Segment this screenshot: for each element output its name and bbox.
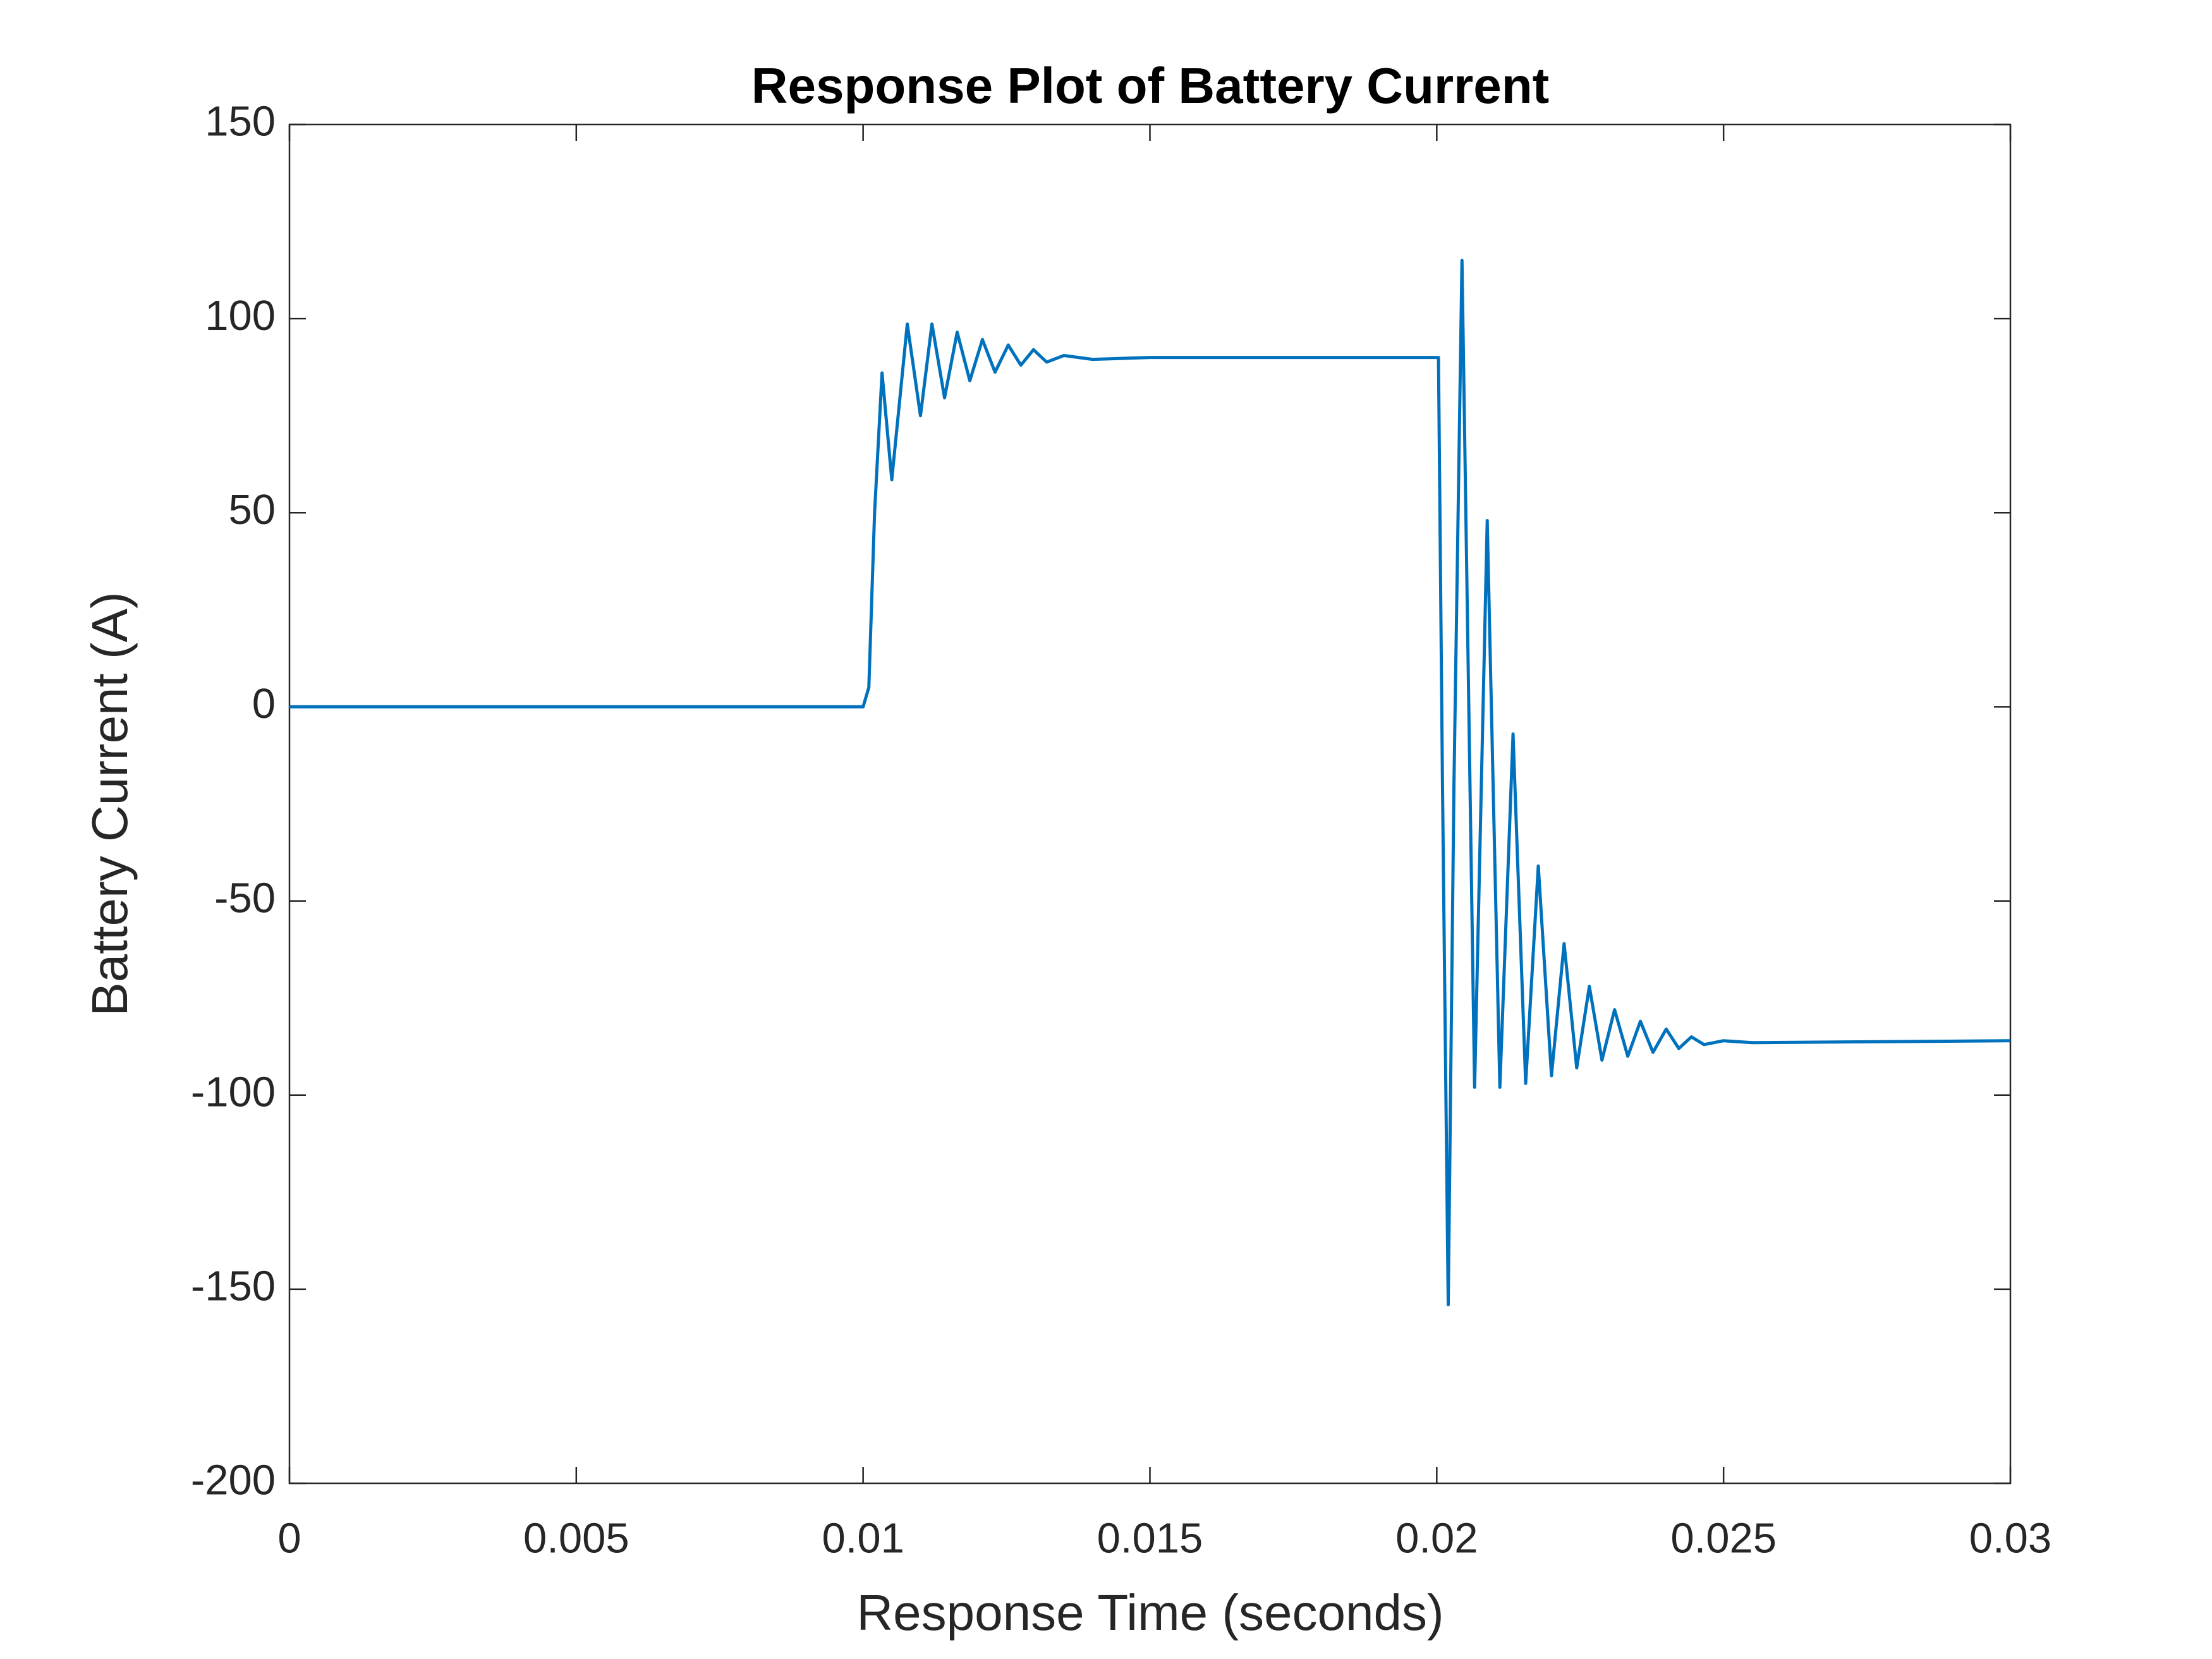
y-tick-label: -150 [191,1263,276,1310]
x-tick-label: 0.025 [1670,1515,1777,1562]
x-axis-label: Response Time (seconds) [856,1584,1443,1641]
x-tick-label: 0.01 [822,1515,904,1562]
y-tick-label: -100 [191,1068,276,1115]
y-tick-label: 100 [205,292,276,339]
x-tick-label: 0.015 [1097,1515,1203,1562]
y-axis-label: Battery Current (A) [82,592,138,1016]
chart-title: Response Plot of Battery Current [751,58,1549,114]
y-tick-label: -50 [214,874,276,921]
y-tick-label: -200 [191,1457,276,1504]
plot-frame [288,123,2012,1485]
x-tick-label: 0.005 [523,1515,629,1562]
x-tick-label: 0 [277,1515,301,1562]
y-tick-label: 0 [252,680,276,727]
x-tick-label: 0.03 [1969,1515,2051,1562]
y-tick-label: 50 [228,486,276,533]
data-line [289,258,2011,1306]
y-tick-label: 150 [205,98,276,145]
x-tick-label: 0.02 [1395,1515,1478,1562]
